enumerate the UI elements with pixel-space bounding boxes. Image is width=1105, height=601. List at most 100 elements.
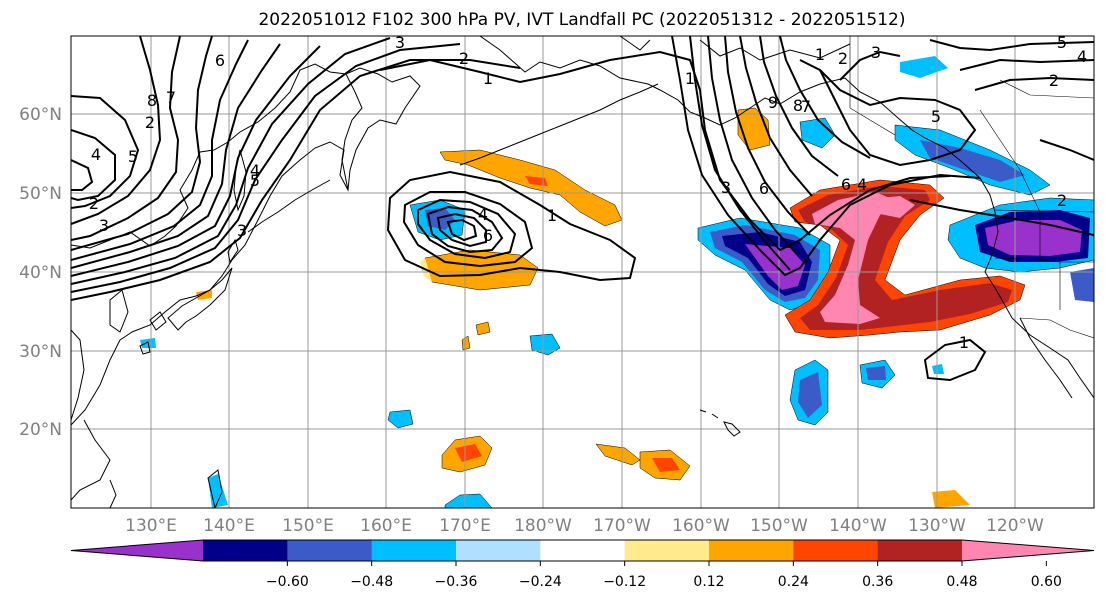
shading-mid-blue-3 xyxy=(932,364,944,374)
coast-china-sea xyxy=(71,329,117,508)
shading-south-yellow xyxy=(932,490,970,508)
contour-label: 4 xyxy=(478,205,488,224)
latitude-labels: 60°N 50°N 40°N 30°N 20°N xyxy=(19,105,62,440)
pv-contour-labels: 6 8 7 4 5 3 2 1 3 2 1 4 6 1 9 6 8 7 3 5 … xyxy=(89,33,1087,352)
colorbar-segment xyxy=(877,540,963,561)
contour-label: 3 xyxy=(237,221,247,240)
colorbar-tick-label: −0.24 xyxy=(519,574,562,590)
pv-contour-w1 xyxy=(71,59,521,301)
map-gridlines xyxy=(71,36,1094,508)
pv-contour-w12 xyxy=(71,159,94,191)
colorbar-outline xyxy=(70,539,1095,562)
shading-mid-blue-1-inner xyxy=(798,372,822,418)
contour-label: 7 xyxy=(801,97,811,116)
contour-label: 1 xyxy=(959,333,969,352)
colorbar-segment xyxy=(287,540,373,561)
pv-contour-e5 xyxy=(724,36,811,236)
colorbar-segment xyxy=(540,540,626,561)
colorbar-tick-label: 0.12 xyxy=(693,574,724,590)
contour-label: 2 xyxy=(145,113,155,132)
colorbar-tick-label: −0.12 xyxy=(603,574,646,590)
lon-label: 160°E xyxy=(360,516,412,536)
lon-label: 140°E xyxy=(203,516,255,536)
coast-alaska xyxy=(479,36,1094,399)
shading-east-negative-purple xyxy=(745,244,805,290)
coast-japan xyxy=(149,238,239,331)
contour-label: 6 xyxy=(841,175,851,194)
contour-label: 4 xyxy=(91,145,101,164)
shading-ne-blue-2-inner xyxy=(920,140,1025,182)
shading-mid-blue-2-inner xyxy=(866,366,886,380)
coast-asia xyxy=(71,63,421,426)
pv-contour-e7 xyxy=(759,36,839,177)
shading-ne-blue-3 xyxy=(900,56,948,78)
border-alaska-canada xyxy=(849,36,896,136)
contour-label: 3 xyxy=(721,178,731,197)
contour-label: 2 xyxy=(1049,71,1059,90)
contour-label: 4 xyxy=(1077,47,1087,66)
contour-label: 8 xyxy=(147,91,157,110)
colorbar-segment xyxy=(371,540,457,561)
coast-philippines xyxy=(207,469,223,508)
longitude-labels: 130°E 140°E 150°E 160°E 170°E 180°W 170°… xyxy=(125,516,1044,536)
lat-label: 50°N xyxy=(19,184,62,204)
border-us-mexico xyxy=(1019,317,1094,339)
pv-contour-w9 xyxy=(71,36,162,225)
colorbar-segment xyxy=(709,540,794,561)
pv-contour-w4 xyxy=(71,45,321,277)
contour-label: 2 xyxy=(459,49,469,68)
colorbar-tick-label: 0.60 xyxy=(1031,574,1062,590)
contour-label: 1 xyxy=(483,69,493,88)
lon-label: 130°E xyxy=(125,516,177,536)
lat-label: 60°N xyxy=(19,105,62,125)
border-provinces xyxy=(979,79,1094,213)
contour-label: 5 xyxy=(128,147,138,166)
contour-label: 1 xyxy=(547,206,557,225)
contour-label: 3 xyxy=(395,33,405,52)
contour-label: 5 xyxy=(250,171,260,190)
contour-label: 1 xyxy=(685,69,695,88)
coast-korea xyxy=(109,289,129,333)
pv-contour-e2 xyxy=(671,36,981,277)
map-frame xyxy=(70,35,1095,509)
pv-contour-w5 xyxy=(71,43,281,269)
pv-contour-w2 xyxy=(71,43,461,293)
pv-contour-e9 xyxy=(799,59,977,167)
border-states-1 xyxy=(1039,212,1061,310)
lon-label: 160°W xyxy=(672,516,730,536)
colorbar: −0.60 −0.48 −0.36 −0.24 −0.12 0.12 0.24 0.36 0.4… xyxy=(70,539,1095,590)
chart-title: 2022051012 F102 300 hPa PV, IVT Landfall… xyxy=(258,10,905,30)
pv-contour-s1 xyxy=(923,338,987,382)
colorbar-tick-label: −0.36 xyxy=(435,574,478,590)
coast-aleutians xyxy=(459,83,659,166)
pv-contour-c5 xyxy=(436,212,487,248)
contour-label: 5 xyxy=(1057,33,1067,52)
shading-south-1-red xyxy=(455,444,482,462)
contour-label: 4 xyxy=(857,175,867,194)
coast-hawaii xyxy=(699,409,741,437)
shading-south-2 xyxy=(595,443,641,466)
shading-positive-red-small xyxy=(525,176,548,186)
pv-contour-c2 xyxy=(402,191,534,268)
contour-label: 4 xyxy=(250,161,260,180)
pv-contour-w10 xyxy=(71,95,140,209)
map-panel: 6 8 7 4 5 3 2 1 3 2 1 4 6 1 9 6 8 7 3 5 … xyxy=(71,33,1094,508)
lon-label: 140°W xyxy=(829,516,887,536)
lat-label: 30°N xyxy=(19,342,62,362)
lon-label: 120°W xyxy=(986,516,1044,536)
contour-label: 7 xyxy=(166,88,176,107)
colorbar-tick-label: 0.24 xyxy=(778,574,809,590)
pv-contour-e11 xyxy=(959,58,1094,71)
pv-contour-e1 xyxy=(379,50,951,252)
pv-contour-w7 xyxy=(71,36,213,251)
pv-contour-e3 xyxy=(689,36,791,271)
pv-contour-c1 xyxy=(386,170,637,282)
pv-contour-e4 xyxy=(707,36,799,256)
contour-label: 2 xyxy=(89,194,99,213)
colorbar-extend-min xyxy=(71,540,203,561)
border-us-canada xyxy=(994,209,1094,213)
pv-contour-w6 xyxy=(71,39,249,261)
shading-south-3-red xyxy=(652,458,680,472)
contour-label: 3 xyxy=(99,216,109,235)
